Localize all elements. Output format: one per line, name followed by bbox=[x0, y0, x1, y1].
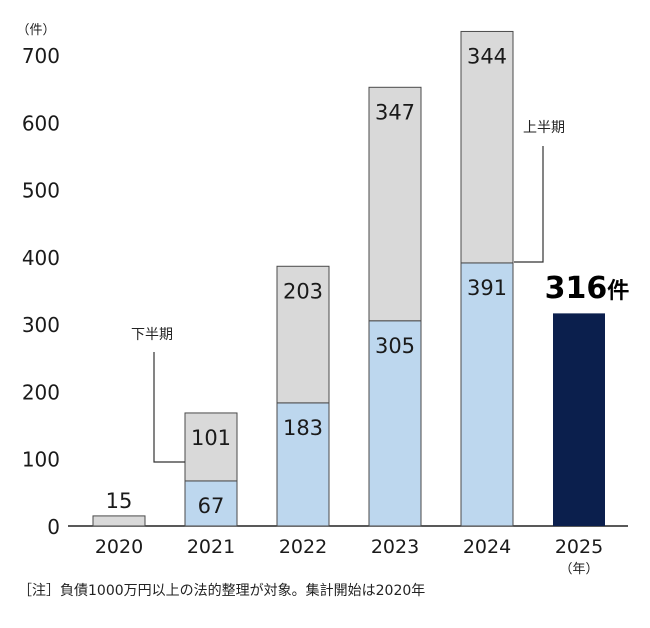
bar-label-lower-half-2024: 344 bbox=[467, 44, 507, 68]
x-unit-label: （年） bbox=[559, 562, 598, 577]
bar-lower-half-2023 bbox=[368, 86, 422, 322]
x-tick-label: 2023 bbox=[371, 536, 419, 558]
y-tick-label: 600 bbox=[22, 111, 60, 135]
x-tick-label: 2020 bbox=[95, 536, 143, 558]
callout-upper-half-leader bbox=[514, 146, 544, 263]
callout-upper-half-label: 上半期 bbox=[523, 120, 565, 136]
callout-lower-half-label: 下半期 bbox=[131, 327, 173, 343]
y-unit-label: （件） bbox=[16, 23, 55, 38]
bar-lower-half-2022 bbox=[276, 265, 330, 404]
y-tick-label: 100 bbox=[22, 448, 60, 472]
callout-lower-half-leader bbox=[153, 352, 185, 463]
x-tick-label: 2021 bbox=[187, 536, 235, 558]
bar-lower-half-2020 bbox=[92, 515, 146, 527]
bar-lower-half-2021 bbox=[184, 412, 238, 482]
bar-label-upper-half-2024: 391 bbox=[467, 276, 507, 300]
y-tick-label: 200 bbox=[22, 380, 60, 404]
bar-lower-half-2024 bbox=[460, 30, 514, 264]
highlight-unit: 件 bbox=[607, 279, 629, 304]
bar-upper-half-2024 bbox=[460, 262, 514, 527]
bar-highlight-2025 bbox=[553, 313, 605, 526]
bar-label-upper-half-2023: 305 bbox=[375, 334, 415, 358]
y-tick-label: 0 bbox=[47, 515, 60, 539]
x-tick-label: 2024 bbox=[463, 536, 511, 558]
bar-label-lower-half-2022: 203 bbox=[283, 279, 323, 303]
x-tick-label: 2025 bbox=[555, 536, 603, 558]
bar-label-upper-half-2021: 67 bbox=[198, 494, 225, 518]
highlight-annotation: 316件 bbox=[545, 271, 630, 306]
bar-label-lower-half-2021: 101 bbox=[191, 426, 231, 450]
bar-label-lower-half-2020: 15 bbox=[106, 489, 133, 513]
y-tick-label: 300 bbox=[22, 313, 60, 337]
bar-upper-half-2023 bbox=[368, 320, 422, 527]
footnote: ［注］負債1000万円以上の法的整理が対象。集計開始は2020年 bbox=[18, 583, 426, 599]
y-tick-label: 400 bbox=[22, 246, 60, 270]
bar-upper-half-2021 bbox=[184, 480, 238, 527]
highlight-value: 316 bbox=[545, 271, 608, 306]
bar-label-upper-half-2022: 183 bbox=[283, 416, 323, 440]
x-tick-label: 2022 bbox=[279, 536, 327, 558]
bar-label-lower-half-2023: 347 bbox=[375, 100, 415, 124]
y-tick-label: 500 bbox=[22, 179, 60, 203]
y-tick-label: 700 bbox=[22, 44, 60, 68]
